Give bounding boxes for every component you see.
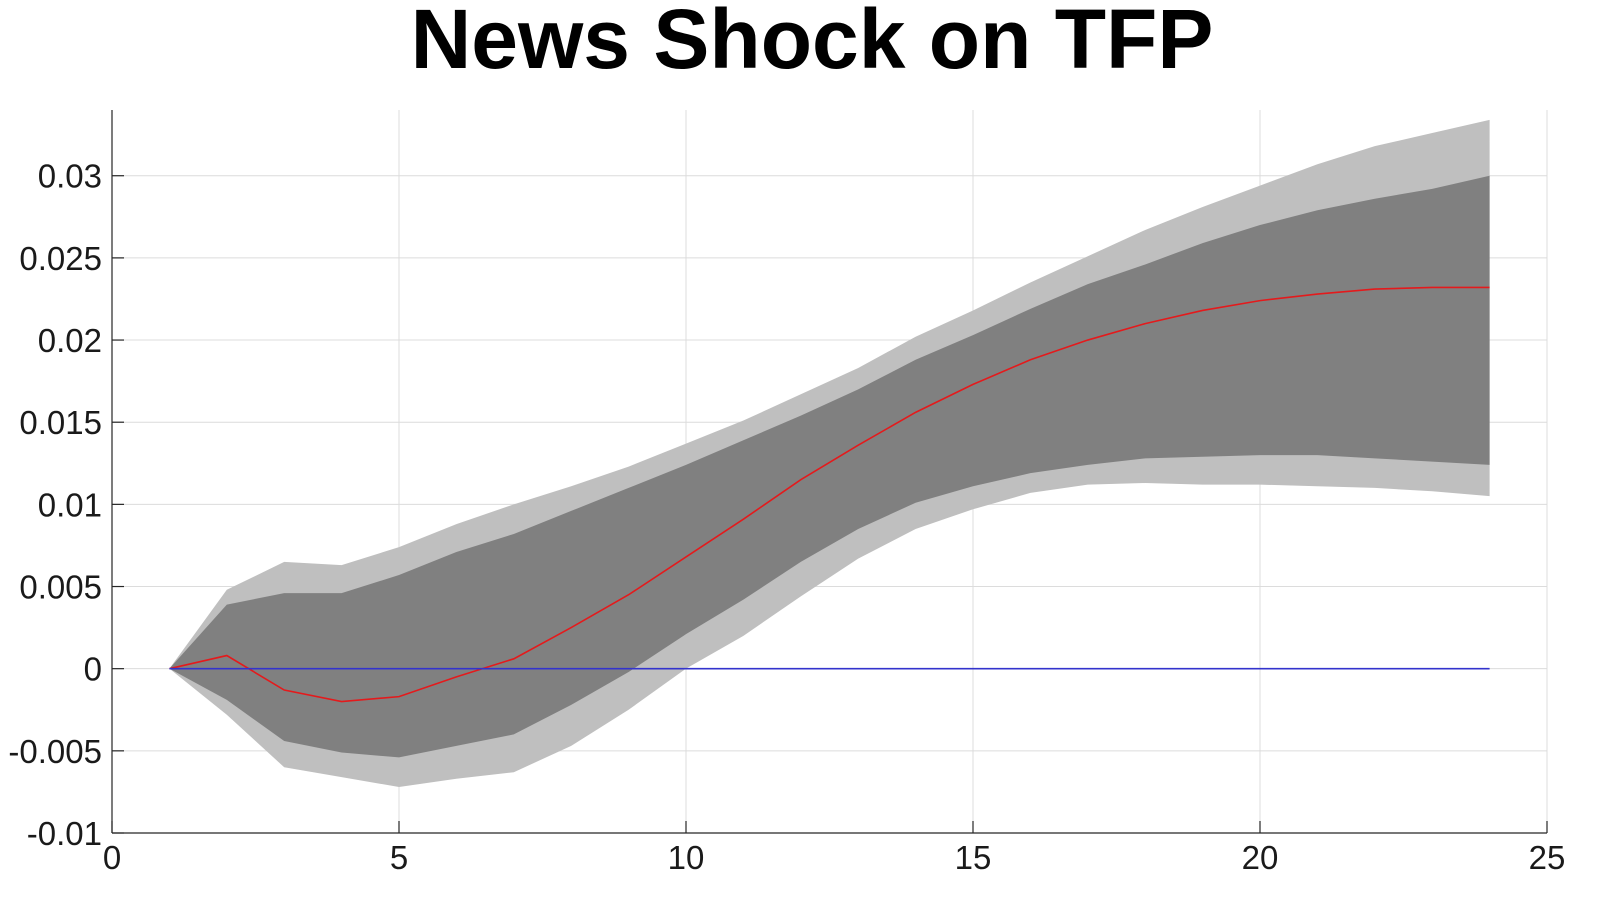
y-tick-label: 0.025 (19, 240, 102, 277)
x-tick-label: 5 (390, 839, 408, 876)
chart-title: News Shock on TFP (410, 0, 1214, 86)
y-tick-label: 0.01 (38, 486, 102, 523)
x-tick-label: 0 (103, 839, 121, 876)
axes (111, 110, 1548, 834)
x-tick-label: 15 (955, 839, 992, 876)
bands (169, 119, 1490, 787)
tick-labels: 0 5 10 15 20 25 -0.01 -0.005 0 0.005 0.01 0.015 0.02… (8, 158, 1565, 876)
y-tick-label: 0 (84, 651, 102, 688)
y-tick-label: 0.005 (19, 569, 102, 606)
inner-band (169, 175, 1490, 758)
x-tick-label: 10 (668, 839, 705, 876)
y-tick-label: 0.02 (38, 322, 102, 359)
y-tick-label: -0.005 (8, 733, 102, 770)
y-tick-label: -0.01 (27, 815, 102, 852)
y-tick-label: 0.015 (19, 404, 102, 441)
y-tick-label: 0.03 (38, 158, 102, 195)
lines (169, 286, 1490, 703)
x-tick-label: 25 (1529, 839, 1566, 876)
x-tick-label: 20 (1242, 839, 1279, 876)
median-line (169, 286, 1490, 703)
